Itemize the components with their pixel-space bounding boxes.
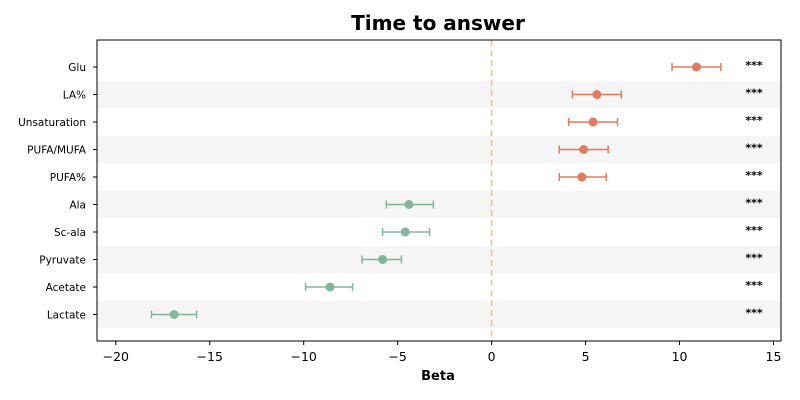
beta-point <box>169 310 179 319</box>
beta-point <box>577 172 587 182</box>
significance-label: *** <box>745 114 763 127</box>
significance-label: *** <box>745 252 763 265</box>
beta-point <box>400 227 410 237</box>
category-label: Ala <box>69 200 86 212</box>
x-tick-label: 5 <box>582 349 590 364</box>
category-label: PUFA% <box>50 172 86 184</box>
significance-label: *** <box>745 307 763 320</box>
row-band <box>97 191 781 218</box>
significance-label: *** <box>745 197 763 210</box>
category-label: PUFA/MUFA <box>27 145 87 157</box>
significance-label: *** <box>745 224 763 237</box>
beta-point <box>592 90 602 99</box>
category-label: Sc-ala <box>54 227 86 239</box>
beta-point <box>691 62 701 72</box>
significance-label: *** <box>745 169 763 182</box>
beta-point <box>404 200 414 209</box>
category-label: LA% <box>63 90 86 102</box>
category-labels: Glu LA% Unsaturation PUFA/MUFA PUFA% Ala Sc-al… <box>18 62 97 322</box>
row-band <box>97 81 781 108</box>
category-label: Glu <box>68 62 86 74</box>
chart-title: Time to answer <box>351 11 525 35</box>
row-bands <box>97 81 781 328</box>
beta-point <box>588 117 598 127</box>
data-marks: *** *** *** *** *** *** *** *** *** *** <box>150 59 763 320</box>
x-tick-label: −10 <box>291 349 317 364</box>
significance-label: *** <box>745 279 763 292</box>
x-tick-label: −20 <box>103 349 129 364</box>
x-tick-label: 0 <box>488 349 496 364</box>
beta-point <box>579 145 589 154</box>
category-label: Lactate <box>47 310 86 322</box>
category-label: Acetate <box>46 282 86 294</box>
x-tick-label: −5 <box>388 349 406 364</box>
beta-point <box>325 282 335 292</box>
row-band <box>97 246 781 273</box>
significance-label: *** <box>745 142 763 155</box>
x-axis-title: Beta <box>421 369 455 384</box>
category-label: Pyruvate <box>39 255 86 267</box>
row-band <box>97 301 781 328</box>
x-axis: −20 −15 −10 −5 0 5 10 15 <box>103 341 782 364</box>
row-band <box>97 136 781 163</box>
category-label: Unsaturation <box>18 117 86 129</box>
plot-frame <box>96 39 782 342</box>
x-tick-label: −15 <box>197 349 223 364</box>
x-tick-label: 15 <box>766 349 782 364</box>
beta-point <box>378 255 388 264</box>
significance-label: *** <box>745 59 763 72</box>
x-tick-label: 10 <box>672 349 688 364</box>
significance-label: *** <box>745 87 763 100</box>
